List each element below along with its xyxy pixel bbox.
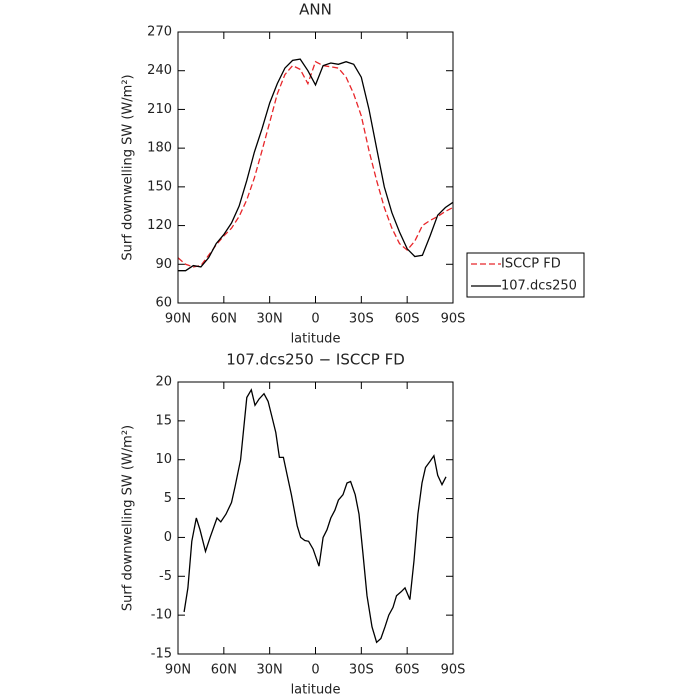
legend-box — [466, 252, 585, 298]
x-tick-label: 30S — [349, 663, 374, 678]
x-axis-label: latitude — [291, 332, 341, 347]
x-tick-label: 30N — [257, 663, 283, 678]
x-tick-label: 90S — [441, 312, 466, 327]
x-tick-label: 30N — [257, 312, 283, 327]
y-tick-label: 270 — [147, 25, 172, 40]
y-axis-label: Surf downwelling SW (W/m²) — [121, 74, 136, 260]
y-tick-label: 180 — [147, 141, 172, 156]
legend-label: 107.dcs250 — [501, 279, 577, 294]
series-line — [177, 60, 454, 268]
y-tick-label: -10 — [151, 608, 172, 623]
y-tick-label: 60 — [155, 296, 172, 311]
y-tick-label: 10 — [155, 452, 172, 467]
y-tick-label: 90 — [155, 257, 172, 272]
y-tick-label: -15 — [151, 647, 172, 662]
y-tick-label: 20 — [155, 375, 172, 390]
x-tick-label: 60S — [395, 663, 420, 678]
y-tick-label: 150 — [147, 179, 172, 194]
x-tick-label: 90S — [441, 663, 466, 678]
x-tick-label: 60S — [395, 312, 420, 327]
legend-label: ISCCP FD — [501, 257, 561, 272]
series-line — [178, 58, 454, 272]
x-tick-label: 90N — [165, 312, 191, 327]
x-tick-label: 0 — [311, 312, 319, 327]
chart-title: ANN — [299, 1, 332, 19]
plot-frame — [177, 31, 454, 304]
y-tick-label: -5 — [159, 569, 172, 584]
x-tick-label: 0 — [311, 663, 319, 678]
chart-title: 107.dcs250 − ISCCP FD — [226, 351, 405, 369]
y-tick-label: 240 — [147, 63, 172, 78]
x-tick-label: 60N — [211, 312, 237, 327]
plot-frame — [177, 381, 454, 655]
y-tick-label: 210 — [147, 102, 172, 117]
x-tick-label: 90N — [165, 663, 191, 678]
x-tick-label: 60N — [211, 663, 237, 678]
x-axis-label: latitude — [291, 683, 341, 698]
y-tick-label: 0 — [164, 530, 172, 545]
series-line — [183, 388, 447, 644]
y-tick-label: 5 — [164, 491, 172, 506]
y-tick-label: 15 — [155, 413, 172, 428]
y-tick-label: 120 — [147, 218, 172, 233]
x-tick-label: 30S — [349, 312, 374, 327]
y-axis-label: Surf downwelling SW (W/m²) — [121, 425, 136, 611]
